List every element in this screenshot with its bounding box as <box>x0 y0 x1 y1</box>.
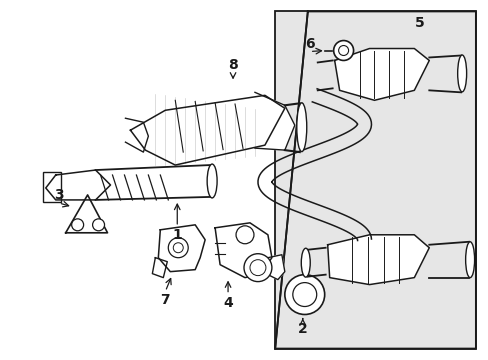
Polygon shape <box>65 195 107 233</box>
Polygon shape <box>125 118 148 152</box>
Polygon shape <box>254 92 294 150</box>
Text: 6: 6 <box>305 36 314 50</box>
Bar <box>42 172 61 202</box>
Ellipse shape <box>296 103 306 152</box>
Circle shape <box>333 41 353 60</box>
Circle shape <box>92 219 104 231</box>
Text: 1: 1 <box>172 228 182 242</box>
Circle shape <box>168 238 188 258</box>
Text: 8: 8 <box>228 58 238 72</box>
Text: 5: 5 <box>414 15 423 30</box>
Polygon shape <box>46 170 110 200</box>
Polygon shape <box>267 255 285 280</box>
Polygon shape <box>327 235 428 285</box>
Polygon shape <box>334 49 428 100</box>
Text: 7: 7 <box>160 293 170 306</box>
Polygon shape <box>152 258 167 278</box>
Text: 3: 3 <box>54 188 63 202</box>
Ellipse shape <box>457 55 466 92</box>
Circle shape <box>292 283 316 306</box>
Text: 2: 2 <box>297 323 307 337</box>
Circle shape <box>72 219 83 231</box>
Circle shape <box>338 45 348 55</box>
Polygon shape <box>215 223 271 278</box>
Ellipse shape <box>207 164 217 198</box>
Polygon shape <box>275 12 475 348</box>
Circle shape <box>249 260 265 276</box>
Circle shape <box>236 226 253 244</box>
Ellipse shape <box>301 248 309 277</box>
Polygon shape <box>130 95 285 165</box>
Circle shape <box>244 254 271 282</box>
Text: 4: 4 <box>223 296 232 310</box>
Circle shape <box>285 275 324 315</box>
Ellipse shape <box>465 242 474 278</box>
Circle shape <box>173 243 183 253</box>
Polygon shape <box>158 225 205 272</box>
